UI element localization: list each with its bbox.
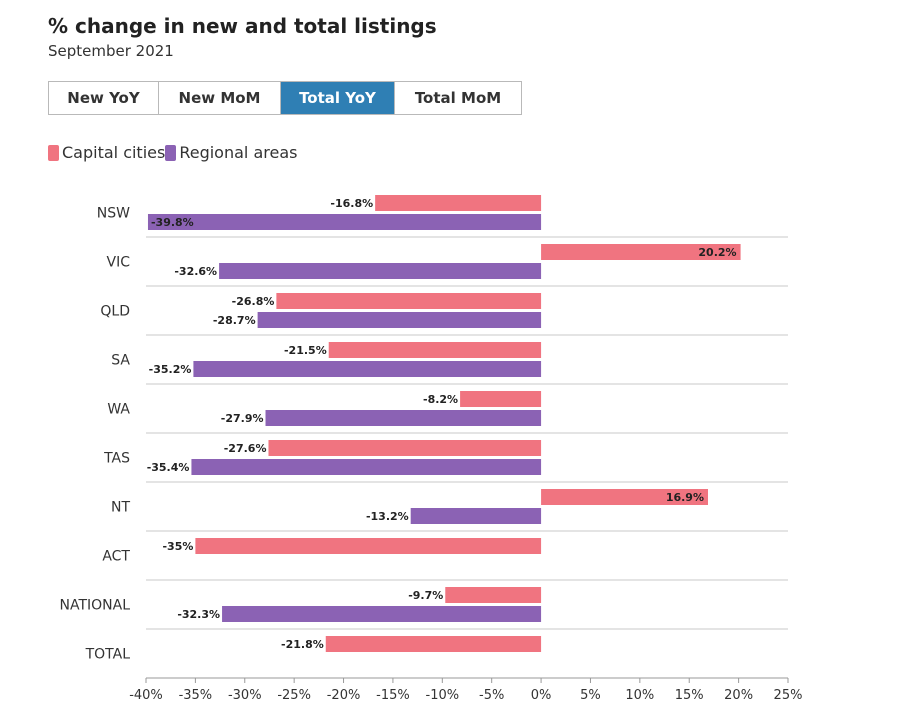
x-tick-label: -10% [426, 688, 460, 703]
bar-capital-cities-vic [541, 244, 741, 260]
legend-item-regional-areas[interactable]: Regional areas [165, 143, 297, 162]
x-tick-label: -25% [277, 688, 311, 703]
x-tick-label: 5% [580, 688, 601, 703]
bar-capital-cities-tas [268, 440, 542, 456]
category-label-wa: WA [107, 402, 130, 418]
data-label-capital-cities-qld: -26.8% [232, 295, 275, 308]
x-tick-label: 10% [625, 688, 654, 703]
tab-total-mom[interactable]: Total MoM [395, 82, 521, 114]
x-tick-label: 15% [675, 688, 704, 703]
tab-total-yoy[interactable]: Total YoY [281, 82, 395, 114]
legend: Capital cities Regional areas [48, 143, 297, 162]
bar-regional-areas-vic [219, 263, 542, 279]
bar-regional-areas-wa [265, 410, 542, 426]
category-label-nsw: NSW [97, 206, 130, 222]
data-label-regional-areas-sa: -35.2% [149, 363, 192, 376]
x-tick-label: -40% [129, 688, 163, 703]
bar-capital-cities-total [325, 636, 542, 652]
legend-item-capital-cities[interactable]: Capital cities [48, 143, 165, 162]
bar-regional-areas-nsw [147, 214, 542, 230]
bar-regional-areas-tas [191, 459, 542, 475]
data-label-capital-cities-sa: -21.5% [284, 344, 327, 357]
legend-swatch-regional-areas [165, 144, 177, 161]
x-tick-label: 0% [531, 688, 552, 703]
bar-regional-areas-qld [257, 312, 542, 328]
tab-new-mom[interactable]: New MoM [159, 82, 281, 114]
metric-tab-group: New YoY New MoM Total YoY Total MoM [48, 81, 522, 115]
bar-capital-cities-nt [541, 489, 708, 505]
bar-regional-areas-sa [193, 361, 542, 377]
chart-title: % change in new and total listings [48, 14, 437, 38]
category-label-nt: NT [111, 500, 130, 516]
x-tick-label: -5% [479, 688, 504, 703]
legend-swatch-capital-cities [48, 144, 59, 161]
data-label-regional-areas-wa: -27.9% [221, 412, 264, 425]
bar-regional-areas-national [222, 606, 542, 622]
data-label-regional-areas-tas: -35.4% [147, 461, 190, 474]
data-label-regional-areas-qld: -28.7% [213, 314, 256, 327]
bar-capital-cities-sa [328, 342, 542, 358]
data-label-regional-areas-nsw: -39.8% [151, 216, 194, 229]
bar-capital-cities-qld [276, 293, 542, 309]
legend-label-capital-cities: Capital cities [62, 143, 166, 162]
x-tick-label: -35% [179, 688, 213, 703]
category-label-total: TOTAL [85, 647, 131, 663]
bar-capital-cities-nsw [375, 195, 542, 211]
data-label-capital-cities-national: -9.7% [408, 589, 443, 602]
data-label-regional-areas-national: -32.3% [177, 608, 220, 621]
data-label-capital-cities-total: -21.8% [281, 638, 324, 651]
data-label-capital-cities-wa: -8.2% [423, 393, 458, 406]
bar-capital-cities-national [445, 587, 542, 603]
data-label-capital-cities-tas: -27.6% [224, 442, 267, 455]
bar-capital-cities-wa [460, 391, 542, 407]
data-label-capital-cities-nt: 16.9% [666, 491, 704, 504]
x-tick-label: 25% [774, 688, 803, 703]
legend-label-regional-areas: Regional areas [179, 143, 298, 162]
data-label-regional-areas-vic: -32.6% [174, 265, 217, 278]
bar-capital-cities-act [195, 538, 542, 554]
x-tick-label: 20% [724, 688, 753, 703]
data-label-capital-cities-vic: 20.2% [698, 246, 736, 259]
x-tick-label: -30% [228, 688, 262, 703]
x-tick-label: -20% [327, 688, 361, 703]
data-label-regional-areas-nt: -13.2% [366, 510, 409, 523]
category-label-tas: TAS [103, 451, 130, 467]
category-label-act: ACT [102, 549, 130, 565]
data-label-capital-cities-nsw: -16.8% [330, 197, 373, 210]
category-label-sa: SA [111, 353, 130, 369]
tab-new-yoy[interactable]: New YoY [49, 82, 159, 114]
data-label-capital-cities-act: -35% [162, 540, 193, 553]
category-label-national: NATIONAL [59, 598, 130, 614]
x-tick-label: -15% [376, 688, 410, 703]
bar-regional-areas-nt [410, 508, 542, 524]
category-label-qld: QLD [100, 304, 130, 320]
chart-subtitle: September 2021 [48, 42, 174, 60]
category-label-vic: VIC [107, 255, 131, 271]
